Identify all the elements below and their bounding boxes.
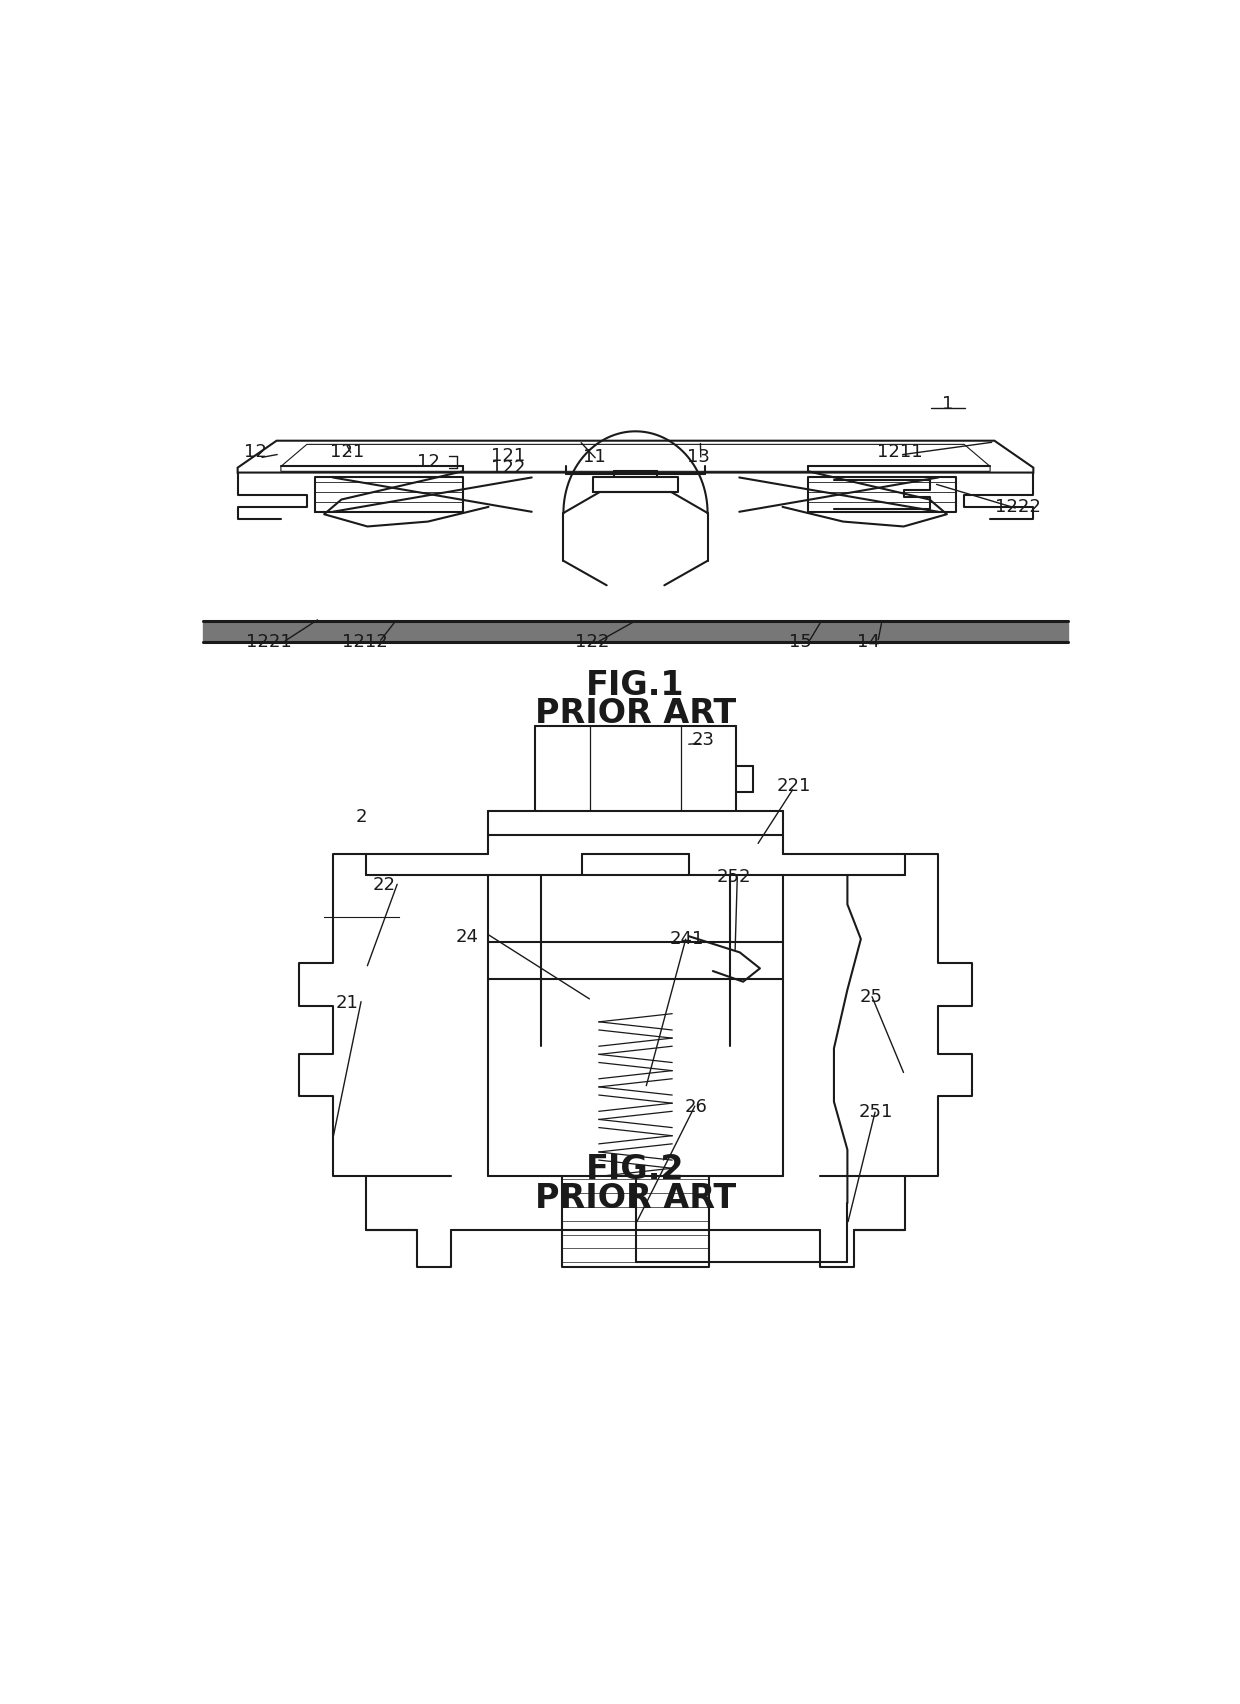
- Text: 1: 1: [942, 395, 954, 412]
- Text: 2: 2: [356, 808, 367, 826]
- Text: 241: 241: [670, 930, 703, 949]
- Text: 1221: 1221: [246, 634, 291, 651]
- Text: 1212: 1212: [342, 634, 387, 651]
- Text: 22: 22: [372, 876, 396, 893]
- Text: 1211: 1211: [877, 443, 923, 462]
- Text: FIG.1: FIG.1: [587, 670, 684, 702]
- Text: 25: 25: [859, 988, 883, 1005]
- Text: 12: 12: [418, 453, 440, 470]
- Text: PRIOR ART: PRIOR ART: [534, 697, 737, 729]
- Text: 23: 23: [691, 731, 714, 750]
- Text: 221: 221: [777, 777, 811, 794]
- Text: FIG.2: FIG.2: [587, 1154, 684, 1186]
- Text: PRIOR ART: PRIOR ART: [534, 1183, 737, 1215]
- Text: 251: 251: [858, 1102, 893, 1121]
- Text: 21: 21: [336, 993, 358, 1012]
- Text: 15: 15: [790, 634, 812, 651]
- Text: 252: 252: [717, 867, 750, 886]
- Text: 11: 11: [583, 448, 605, 465]
- Text: 26: 26: [684, 1097, 708, 1116]
- Text: 13: 13: [687, 448, 709, 465]
- Text: 122: 122: [491, 460, 526, 477]
- Text: 1222: 1222: [994, 498, 1040, 516]
- Text: 121: 121: [491, 446, 526, 465]
- Text: 122: 122: [575, 634, 609, 651]
- Text: 14: 14: [857, 634, 879, 651]
- Text: 121: 121: [330, 443, 365, 462]
- Text: 12: 12: [244, 443, 268, 462]
- Text: 24: 24: [456, 929, 479, 946]
